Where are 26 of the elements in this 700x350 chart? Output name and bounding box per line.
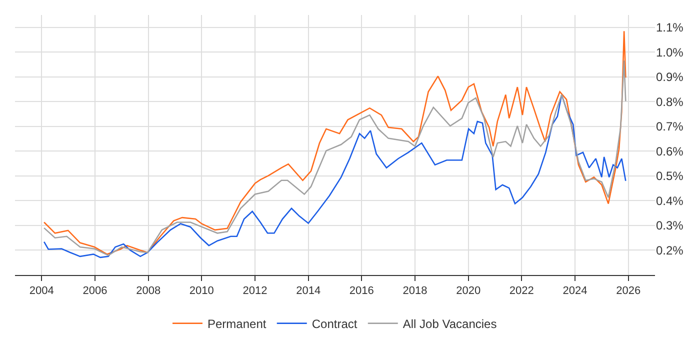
x-tick-label: 2010 [189, 285, 214, 298]
legend-label: Permanent [208, 316, 267, 331]
y-tick-label: 0.8% [656, 94, 684, 109]
x-tick-label: 2006 [82, 285, 108, 298]
y-tick-label: 0.4% [656, 194, 684, 208]
x-tick-label: 2014 [296, 285, 321, 298]
x-tick-label: 2012 [242, 285, 268, 298]
y-tick-label: 0.6% [656, 144, 684, 158]
x-tick-label: 2004 [29, 285, 54, 298]
x-tick-label: 2022 [509, 285, 534, 298]
x-tick-label: 2020 [456, 285, 481, 298]
y-tick-label: 0.9% [656, 70, 684, 84]
y-tick-label: 0.2% [656, 243, 684, 258]
x-tick-label: 2008 [136, 285, 161, 298]
x-tick-label: 2016 [349, 285, 374, 298]
y-tick-label: 0.7% [656, 120, 684, 134]
line-series [43, 94, 626, 258]
y-tick-label: 1.0% [656, 45, 684, 60]
legend-label: All Job Vacancies [402, 316, 497, 331]
x-tick-label: 2018 [402, 285, 428, 298]
legend-label: Contract [312, 316, 358, 331]
x-tick-label: 2026 [616, 285, 641, 298]
y-tick-label: 0.5% [656, 169, 684, 184]
x-tick-label: 2024 [562, 285, 588, 298]
y-tick-label: 1.1% [656, 20, 684, 35]
y-tick-label: 0.3% [656, 218, 684, 233]
